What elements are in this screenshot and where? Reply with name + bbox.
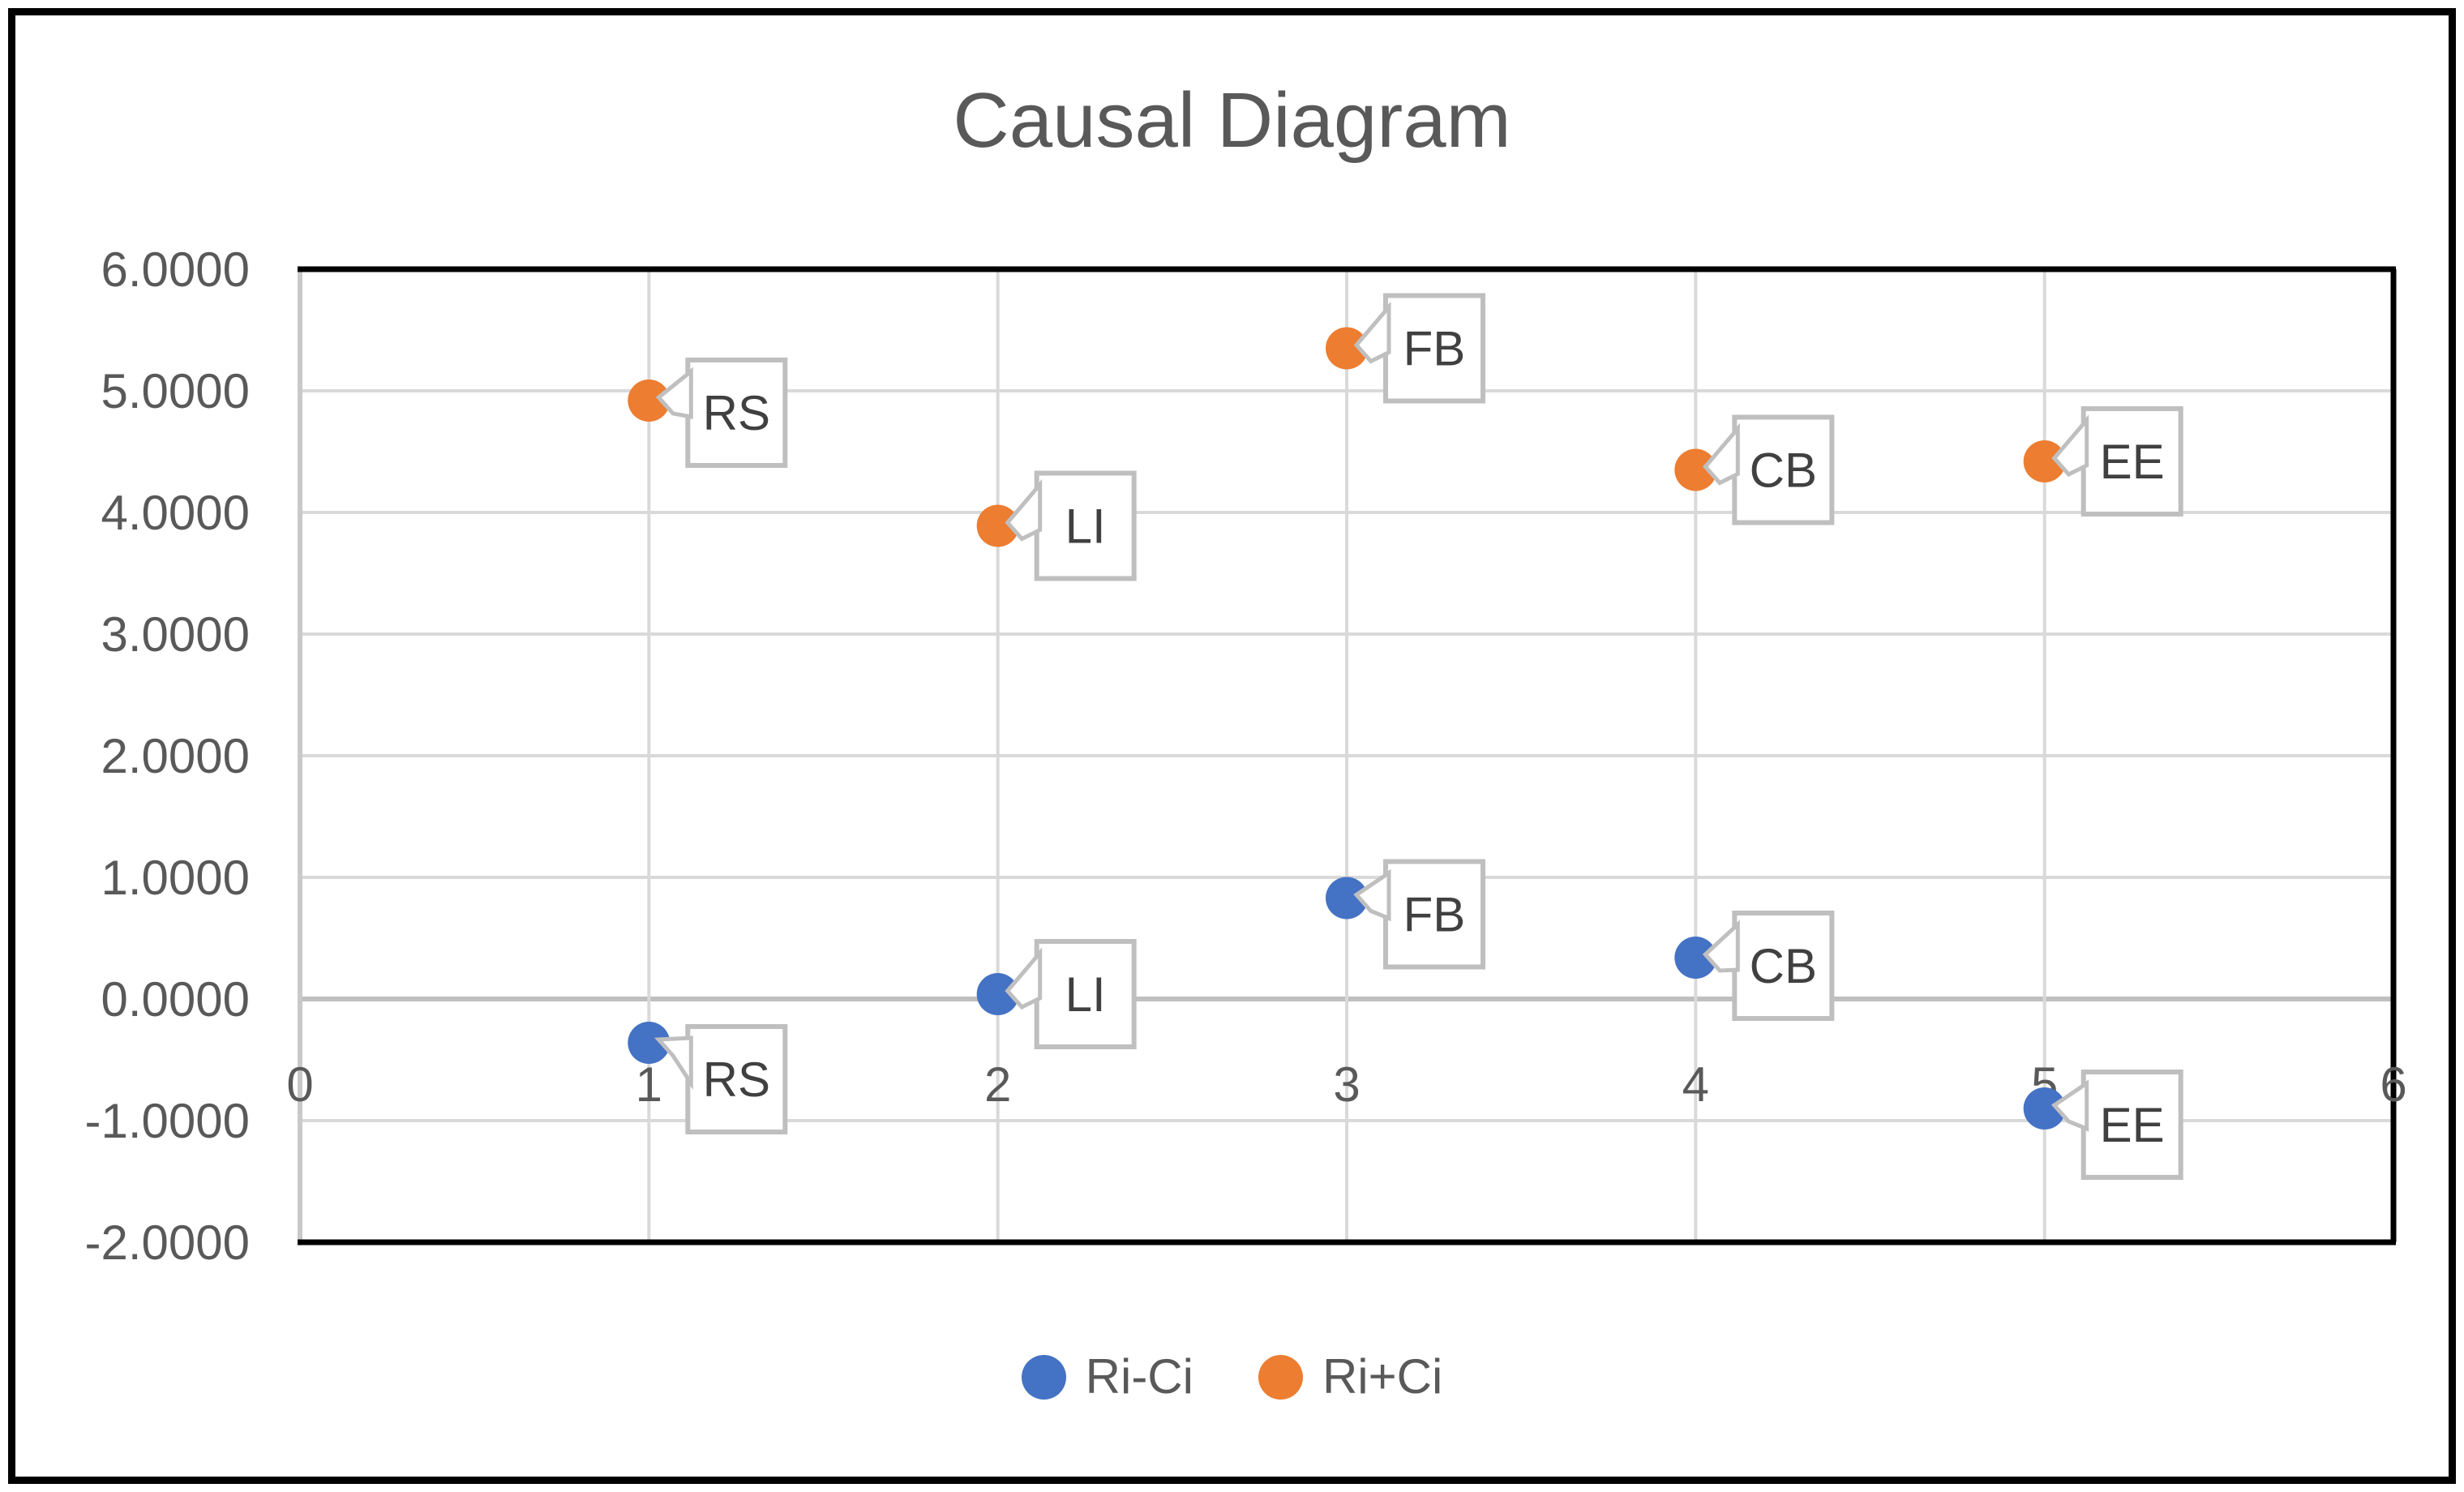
- data-label-ri-ci-li: LI: [1065, 967, 1106, 1022]
- x-axis-tick-label: 6: [2380, 1057, 2406, 1112]
- data-label-ri-ci-rs: RS: [703, 1053, 770, 1107]
- x-axis-tick-label: 2: [984, 1057, 1011, 1112]
- legend-item-ri-plus-ci: Ri+Ci: [1258, 1353, 1442, 1401]
- y-axis-tick-label: 4.0000: [101, 486, 250, 540]
- legend-label-ri-minus-ci: Ri-Ci: [1085, 1349, 1193, 1404]
- data-point-riplusci-rs: [628, 379, 671, 422]
- data-point-ri-ci-fb: [1326, 877, 1368, 920]
- x-axis-tick-label: 4: [1682, 1057, 1709, 1112]
- data-label-callout-box-ri-ci-fb: [1383, 859, 1485, 970]
- data-label-callout-box-riplusci-cb: [1732, 414, 1835, 525]
- y-axis-tick-label: 2.0000: [101, 729, 250, 783]
- data-point-riplusci-li: [976, 504, 1019, 547]
- data-label-riplusci-rs: RS: [703, 386, 770, 440]
- data-point-riplusci-cb: [1674, 448, 1717, 491]
- legend-marker-ri-plus-ci: [1258, 1354, 1303, 1400]
- data-label-riplusci-cb: CB: [1750, 444, 1817, 498]
- data-label-callout-box-riplusci-rs: [685, 358, 788, 468]
- data-label-riplusci-fb: FB: [1403, 322, 1466, 376]
- y-axis-tick-label: 5.0000: [101, 364, 250, 418]
- data-point-ri-ci-cb: [1674, 937, 1717, 979]
- data-label-callout-box-ri-ci-cb: [1732, 911, 1835, 1021]
- legend-item-ri-minus-ci: Ri-Ci: [1021, 1349, 1193, 1404]
- x-axis-tick-label: 0: [286, 1057, 313, 1112]
- legend: Ri-Ci Ri+Ci: [0, 1353, 2464, 1401]
- y-axis-tick-label: 0.0000: [101, 972, 250, 1027]
- data-point-ri-ci-rs: [628, 1022, 671, 1064]
- chart-outer-border: [8, 8, 2456, 1484]
- y-axis-tick-label: -2.0000: [85, 1215, 251, 1270]
- chart-title: Causal Diagram: [953, 77, 1511, 164]
- data-label-ri-ci-fb: FB: [1403, 888, 1466, 942]
- data-label-riplusci-ee: EE: [2100, 435, 2165, 489]
- data-label-callout-tail-ri-ci-li: [1005, 947, 1043, 1010]
- data-point-ri-ci-li: [976, 973, 1019, 1015]
- data-label-callout-tail-ri-ci-ee: [2050, 1079, 2089, 1132]
- data-label-callout-tail-riplusci-rs: [655, 367, 693, 419]
- data-label-callout-tail-riplusci-li: [1005, 478, 1043, 542]
- data-label-callout-tail-ri-ci-fb: [1353, 868, 1391, 922]
- y-axis-tick-label: 1.0000: [101, 851, 250, 905]
- data-point-ri-ci-ee: [2023, 1087, 2066, 1130]
- legend-marker-ri-minus-ci: [1021, 1354, 1066, 1400]
- data-label-callout-tail-riplusci-ee: [2051, 414, 2089, 478]
- y-axis-tick-label: 3.0000: [101, 607, 250, 662]
- data-label-callout-tail-riplusci-fb: [1353, 301, 1391, 364]
- data-label-ri-ci-cb: CB: [1750, 939, 1817, 993]
- data-label-callout-box-ri-ci-rs: [685, 1024, 788, 1134]
- x-axis-tick-label: 3: [1333, 1057, 1360, 1112]
- x-axis-tick-label: 1: [636, 1057, 662, 1112]
- data-label-callout-tail-ri-ci-rs: [654, 1035, 693, 1091]
- y-axis-tick-label: 6.0000: [101, 242, 250, 297]
- data-point-riplusci-ee: [2023, 440, 2066, 482]
- legend-label-ri-plus-ci: Ri+Ci: [1322, 1349, 1443, 1404]
- data-label-callout-tail-ri-ci-cb: [1702, 920, 1740, 973]
- y-axis-tick-label: -1.0000: [85, 1094, 251, 1148]
- data-point-riplusci-fb: [1326, 327, 1368, 370]
- data-label-callout-tail-riplusci-cb: [1703, 422, 1740, 486]
- data-label-callout-box-riplusci-li: [1034, 470, 1137, 581]
- data-label-ri-ci-ee: EE: [2100, 1098, 2165, 1152]
- data-label-riplusci-li: LI: [1065, 499, 1106, 554]
